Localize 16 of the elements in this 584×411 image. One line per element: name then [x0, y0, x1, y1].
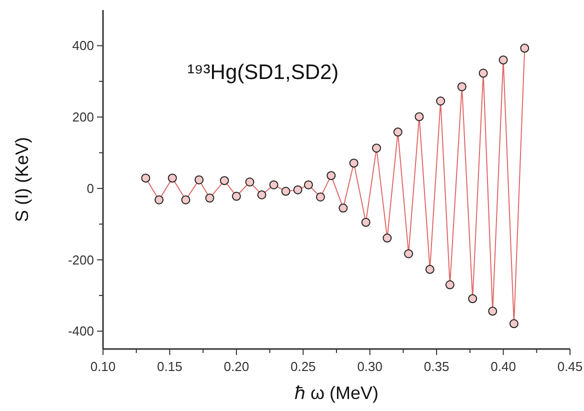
x-tick-label: 0.20 [224, 359, 250, 374]
x-tick-label: 0.35 [424, 359, 450, 374]
x-tick-label: 0.40 [490, 359, 516, 374]
x-axis-title: ℏ ω (MeV) [294, 383, 379, 403]
x-tick-label: 0.30 [357, 359, 383, 374]
y-axis-title: S (I) (KeV) [12, 136, 32, 222]
x-tick-label: 0.15 [157, 359, 182, 374]
y-tick-label: -200 [68, 252, 94, 268]
x-tick-label: 0.45 [557, 359, 583, 374]
y-tick-label: -400 [68, 324, 94, 339]
y-tick-label: 400 [72, 38, 94, 54]
x-tick-label: 0.10 [90, 359, 116, 374]
y-tick-label: 200 [72, 110, 94, 125]
x-tick-label: 0.25 [290, 359, 316, 374]
y-tick-label: 0 [86, 180, 94, 196]
text: ¹⁹³Hg(SD1,SD2) [187, 61, 339, 84]
